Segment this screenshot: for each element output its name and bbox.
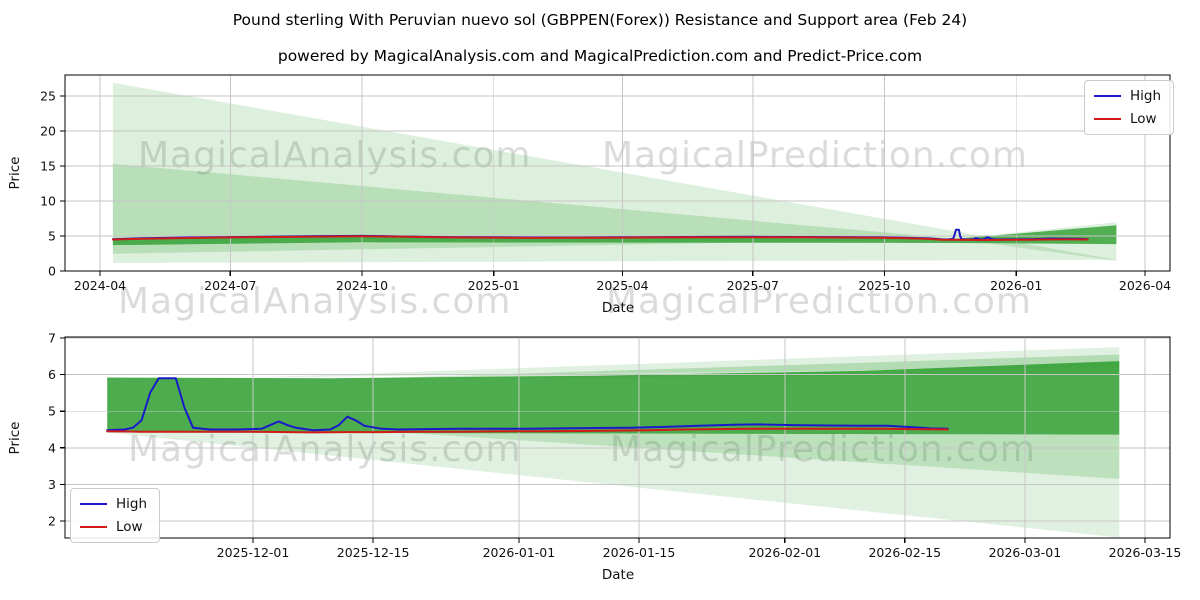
y-tick-label: 5: [48, 229, 56, 244]
x-tick-label: 2024-07: [204, 278, 256, 293]
y-tick-label: 20: [40, 124, 56, 139]
watermark-magicalprediction: MagicalPrediction.com: [610, 429, 1036, 470]
legend-item-low: Low: [1094, 111, 1161, 127]
low-line-swatch-icon: [1094, 118, 1121, 120]
y-tick-label: 0: [48, 264, 56, 279]
band-lower-fan-outer: [107, 432, 1120, 538]
x-axis-label: Date: [602, 300, 634, 316]
x-tick-label: 2026-03-15: [1109, 545, 1182, 560]
x-tick-label: 2026-03-01: [989, 545, 1062, 560]
figure-title: Pound sterling With Peruvian nuevo sol (…: [232, 11, 968, 29]
legend-label-low: Low: [1130, 111, 1157, 127]
watermark-magicalanalysis: MagicalAnalysis.com: [138, 135, 532, 176]
x-axis-label: Date: [602, 567, 634, 583]
x-tick-label: 2025-10: [858, 278, 910, 293]
high-line-swatch-icon: [1094, 95, 1121, 97]
legend-label-high: High: [116, 496, 148, 512]
band-outer-fan-left: [112, 82, 1117, 263]
x-tick-label: 2026-04: [1119, 278, 1171, 293]
watermark-magicalprediction: MagicalPrediction.com: [606, 281, 1032, 322]
x-tick-label: 2026-01-15: [603, 545, 676, 560]
y-tick-label: 10: [40, 194, 56, 209]
band-upper-fan-outer: [253, 347, 1120, 378]
y-tick-label: 6: [48, 367, 56, 382]
legend-item-high: High: [1094, 88, 1161, 104]
y-tick-label: 25: [40, 89, 56, 104]
legend-item-low: Low: [80, 519, 147, 535]
band-lower-fan-mid: [398, 432, 1120, 479]
y-axis-label: Price: [7, 157, 23, 190]
x-tick-label: 2026-02-15: [868, 545, 941, 560]
chart-overview: 2024-04 2024-07 2024-10 2025-01 2025-04 2025-…: [7, 74, 1171, 316]
legend-bottom-chart: High Low: [70, 488, 161, 543]
chart-detail: 2025-12-01 2025-12-15 2026-01-01 2026-01-15…: [7, 331, 1181, 584]
band-mid-fan-left: [112, 163, 956, 254]
low-line: [111, 235, 1089, 242]
x-tick-label: 2025-07: [727, 278, 779, 293]
legend-top-chart: High Low: [1084, 80, 1175, 135]
y-tick-label: 5: [48, 404, 56, 419]
high-line-swatch-icon: [80, 503, 107, 505]
watermark-magicalanalysis: MagicalAnalysis.com: [128, 429, 522, 470]
gridlines: [65, 337, 1170, 538]
legend-item-high: High: [80, 496, 147, 512]
low-line-swatch-icon: [80, 526, 107, 528]
y-tick-label: 3: [48, 477, 56, 492]
legend-label-high: High: [1130, 88, 1162, 104]
y-tick-label: 15: [40, 159, 56, 174]
band-main-resistance-band: [107, 361, 1120, 435]
y-tick-label: 2: [48, 514, 56, 529]
high-line: [106, 377, 949, 432]
x-tick-label: 2025-12-01: [217, 545, 290, 560]
low-line: [106, 427, 949, 434]
x-tick-label: 2026-02-01: [748, 545, 821, 560]
x-tick-label: 2026-01: [990, 278, 1042, 293]
band-support-resistance-band: [112, 225, 1117, 246]
plot-border: [64, 336, 1171, 539]
x-tick-label: 2025-04: [596, 278, 648, 293]
y-tick-label: 7: [48, 331, 56, 346]
x-tick-label: 2024-10: [336, 278, 388, 293]
watermark-magicalanalysis: MagicalAnalysis.com: [118, 281, 512, 322]
x-tick-label: 2026-01-01: [483, 545, 556, 560]
x-tick-label: 2025-12-15: [337, 545, 410, 560]
x-tick-label: 2024-04: [74, 278, 126, 293]
y-tick-label: 4: [48, 440, 56, 455]
figure-subtitle: powered by MagicalAnalysis.com and Magic…: [277, 47, 923, 65]
legend-label-low: Low: [116, 519, 143, 535]
x-tick-label: 2025-01: [468, 278, 520, 293]
y-axis-label: Price: [7, 422, 23, 455]
watermark-magicalprediction: MagicalPrediction.com: [602, 135, 1028, 176]
plot-border: [64, 74, 1171, 272]
